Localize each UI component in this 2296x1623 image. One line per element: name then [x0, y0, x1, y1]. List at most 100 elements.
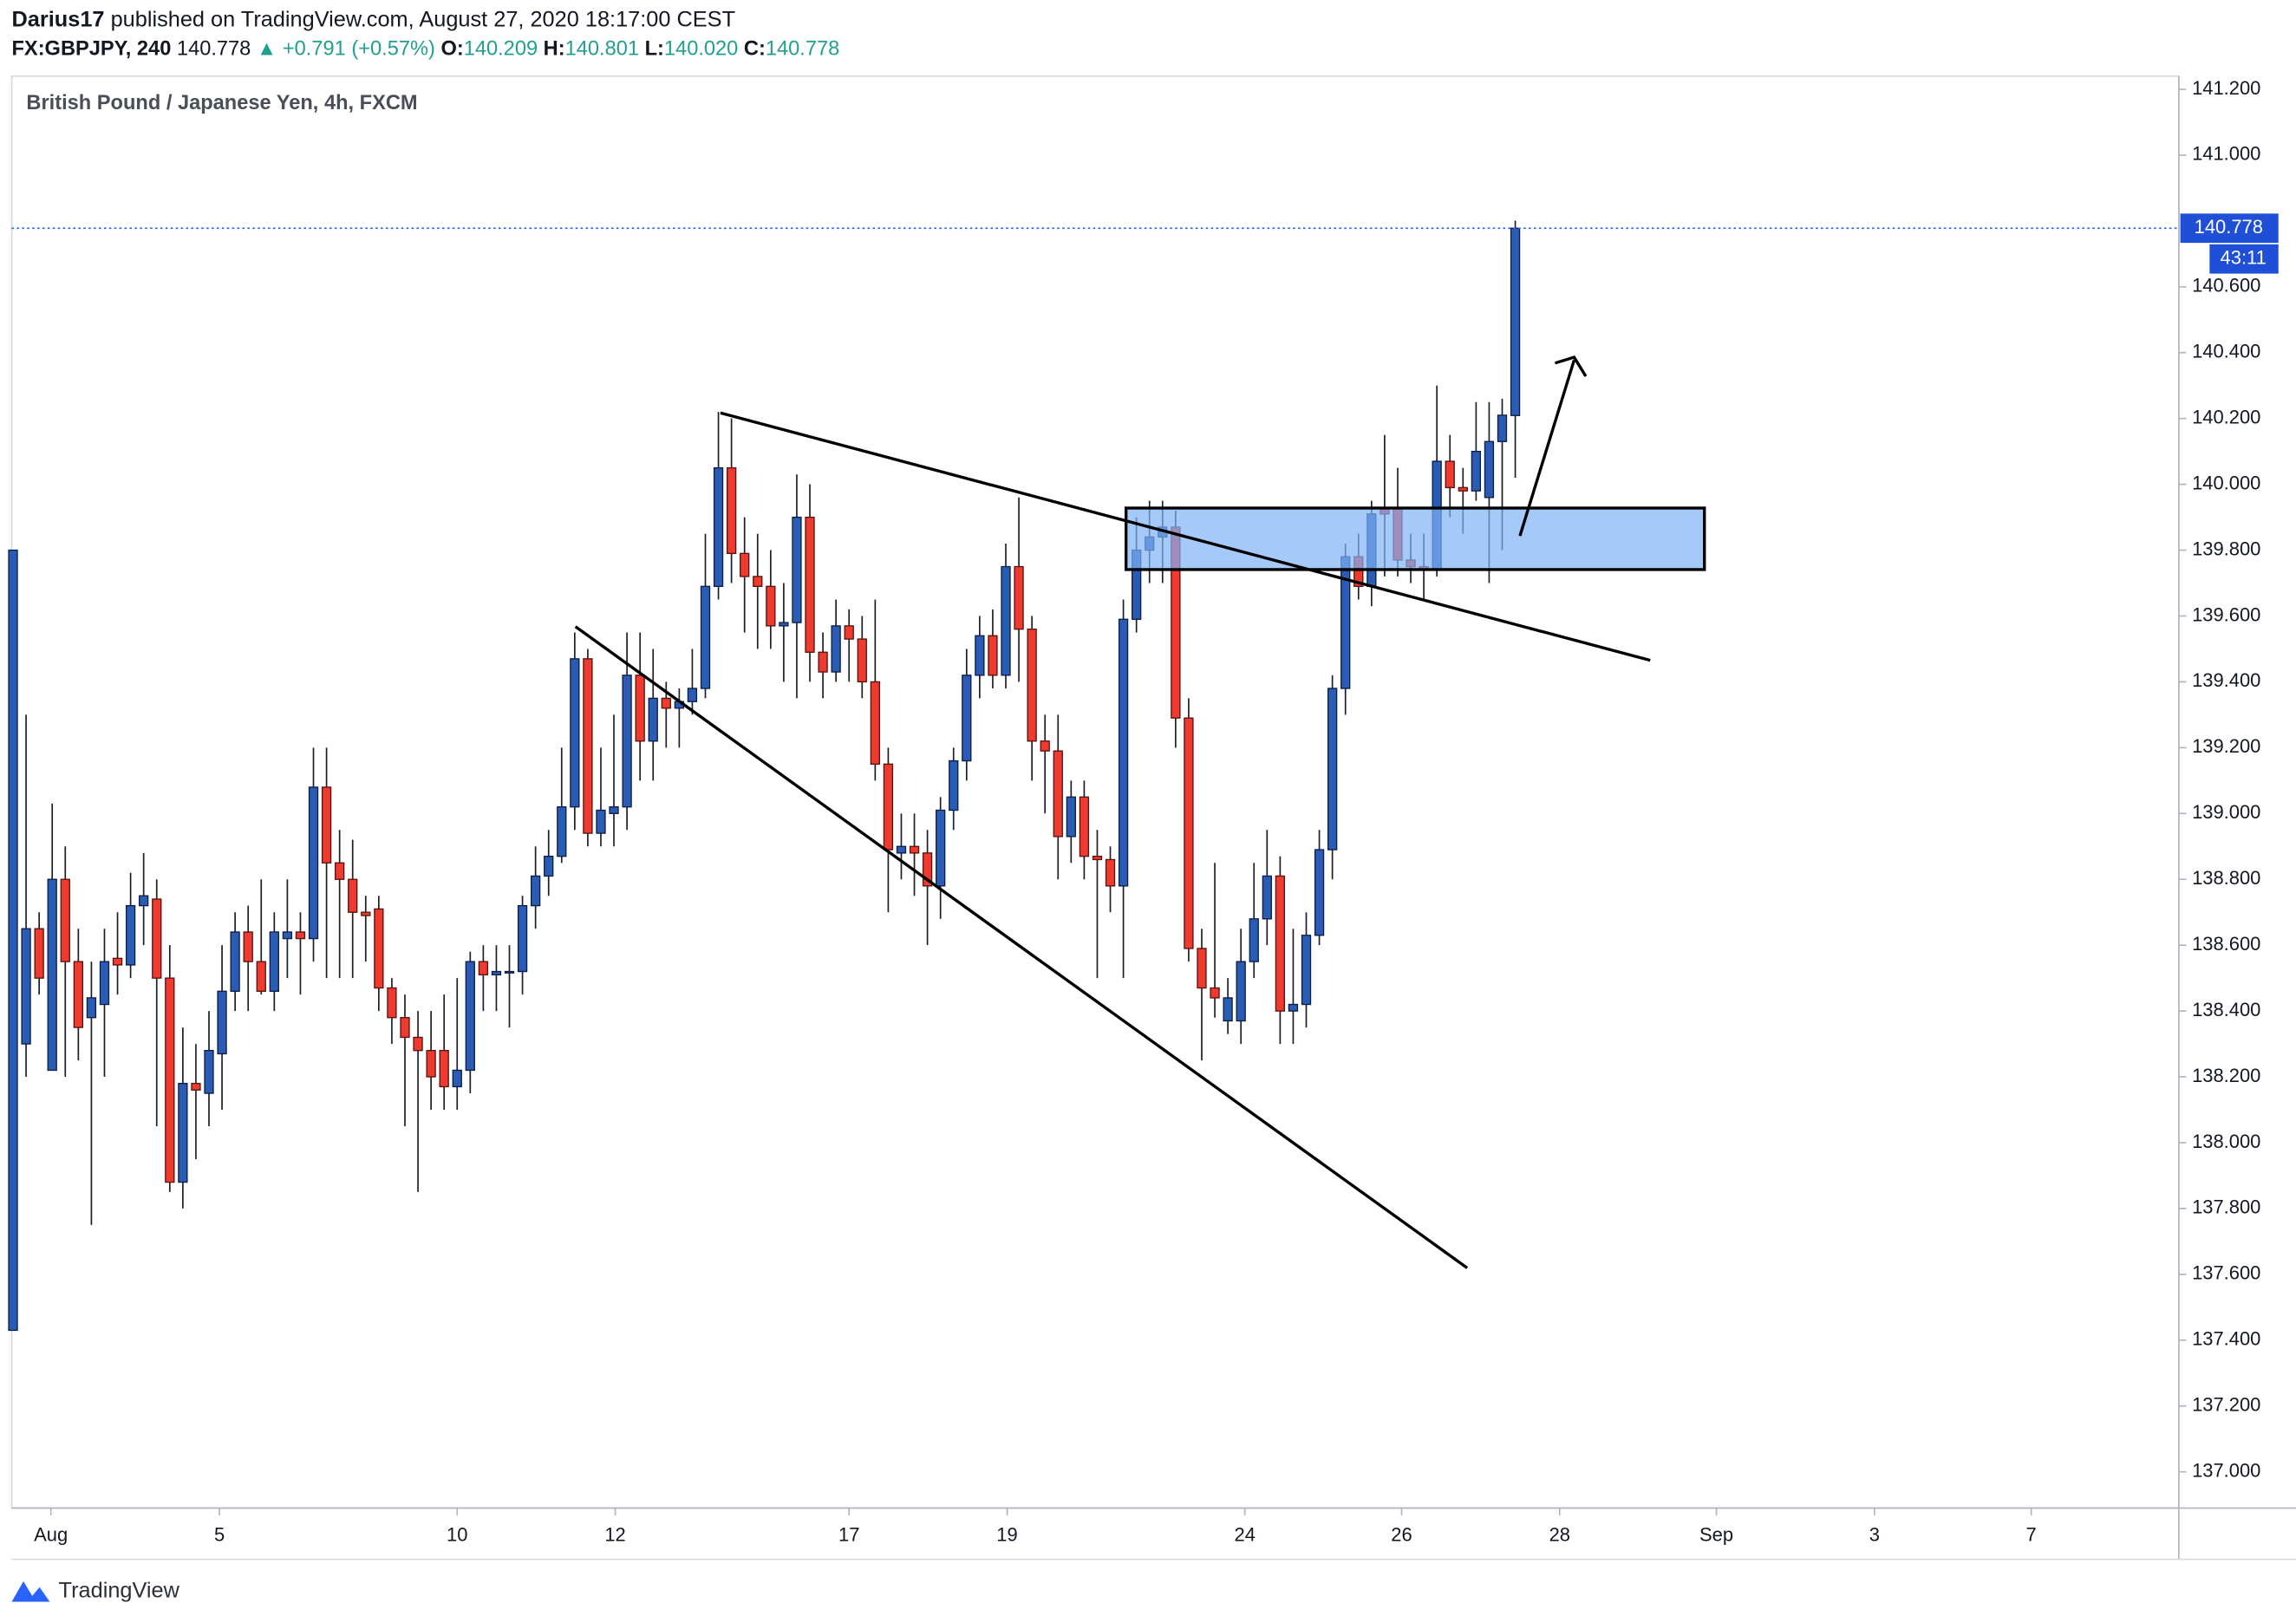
- candle-body: [73, 961, 83, 1028]
- candle-body: [700, 585, 711, 689]
- candle-body: [1510, 227, 1521, 416]
- price-tag-box: [2180, 213, 2279, 244]
- publish-line: Darius17 published on TradingView.com, A…: [12, 7, 736, 31]
- candle-body: [452, 1069, 462, 1088]
- candle-body: [1497, 414, 1508, 442]
- candle-body: [753, 576, 763, 587]
- candle-body: [34, 928, 44, 979]
- change: ▲ +0.791 (+0.57%): [257, 38, 435, 61]
- price-tag: 140.778: [2195, 216, 2263, 238]
- candle-body: [465, 961, 475, 1072]
- candle-body: [570, 658, 580, 808]
- x-tick-label: 3: [1869, 1523, 1880, 1545]
- candles: [8, 220, 1521, 1332]
- candle-body: [909, 845, 920, 854]
- candle-body: [622, 675, 632, 808]
- published: published on TradingView.com, August 27,…: [111, 7, 735, 31]
- candle-body: [504, 970, 515, 974]
- candle-body: [975, 635, 985, 676]
- countdown: 43:11: [2221, 246, 2267, 268]
- candle-body: [936, 809, 946, 887]
- candle-body: [1118, 618, 1129, 887]
- candle-body: [217, 990, 227, 1055]
- open-value: 140.209: [464, 38, 538, 61]
- candle-body: [1471, 450, 1482, 492]
- candle-body: [256, 961, 266, 993]
- candle-body: [844, 625, 854, 640]
- candle-body: [125, 904, 136, 966]
- y-tick-label: 138.000: [2192, 1131, 2260, 1152]
- footer-logo: [11, 1581, 50, 1602]
- countdown-box: [2209, 244, 2279, 274]
- candle-body: [1458, 486, 1468, 492]
- y-tick-label: 137.600: [2192, 1262, 2260, 1284]
- candle-body: [818, 651, 828, 673]
- candle-body: [988, 635, 998, 676]
- candle-body: [1001, 565, 1011, 676]
- y-tick-label: 138.800: [2192, 867, 2260, 889]
- candle-body: [766, 585, 776, 627]
- candle-body: [779, 622, 789, 627]
- candle-body: [295, 931, 306, 940]
- candle-body: [1340, 556, 1351, 689]
- x-tick-label: 10: [447, 1523, 467, 1545]
- candle-body: [1249, 918, 1259, 962]
- candle-body: [1288, 1003, 1299, 1012]
- y-tick-label: 140.000: [2192, 472, 2260, 493]
- candle-body: [1040, 740, 1050, 752]
- candle-body: [282, 931, 293, 940]
- y-tick-label: 138.400: [2192, 999, 2260, 1020]
- x-tick-label: Aug: [34, 1523, 68, 1545]
- x-tick-label: 24: [1235, 1523, 1256, 1545]
- candle-body: [1210, 987, 1220, 999]
- candle-body: [387, 987, 397, 1019]
- y-tick-label: 140.400: [2192, 341, 2260, 362]
- y-tick-label: 137.200: [2192, 1394, 2260, 1416]
- last: 140.778: [177, 38, 251, 61]
- candle-body: [1014, 565, 1024, 630]
- y-tick-label: 137.400: [2192, 1328, 2260, 1350]
- candle-body: [949, 759, 959, 812]
- candle-body: [1314, 849, 1325, 936]
- candle-body: [112, 957, 123, 966]
- candle-body: [1236, 961, 1246, 1022]
- candle-body: [321, 786, 332, 864]
- candle-body: [491, 970, 502, 976]
- candle-body: [1027, 629, 1037, 742]
- y-tick-label: 137.800: [2192, 1196, 2260, 1218]
- x-tick-label: 26: [1391, 1523, 1412, 1545]
- candle-body: [883, 763, 894, 851]
- candle-body: [8, 549, 18, 1332]
- candle-body: [792, 516, 802, 623]
- candle-body: [178, 1082, 188, 1183]
- close-value: 140.778: [766, 38, 839, 61]
- candle-body: [1079, 796, 1090, 857]
- x-tick-label: 28: [1549, 1523, 1570, 1545]
- candle-body: [831, 625, 841, 673]
- candle-body: [687, 688, 698, 702]
- y-tick-label: 138.200: [2192, 1065, 2260, 1086]
- candle-body: [335, 862, 345, 880]
- low-value: 140.020: [664, 38, 738, 61]
- candle-body: [1053, 750, 1063, 838]
- y-tick-label: 140.200: [2192, 406, 2260, 427]
- candle-body: [1484, 440, 1495, 499]
- candle-body: [517, 904, 528, 973]
- candle-body: [60, 878, 70, 962]
- candle-body: [635, 675, 645, 742]
- candle-body: [726, 466, 737, 555]
- candle-body: [400, 1017, 410, 1039]
- candle-body: [962, 675, 972, 762]
- candle-body: [557, 806, 567, 857]
- candle-body: [1275, 875, 1286, 1012]
- candle-body: [596, 809, 606, 834]
- y-tick-label: 141.200: [2192, 77, 2260, 99]
- candle-body: [1066, 796, 1076, 838]
- y-tick-label: 137.000: [2192, 1459, 2260, 1481]
- y-tick-label: 139.400: [2192, 669, 2260, 691]
- candle-body: [857, 638, 867, 683]
- candle-body: [413, 1036, 423, 1052]
- candle-body: [243, 931, 253, 962]
- candle-body: [896, 845, 907, 854]
